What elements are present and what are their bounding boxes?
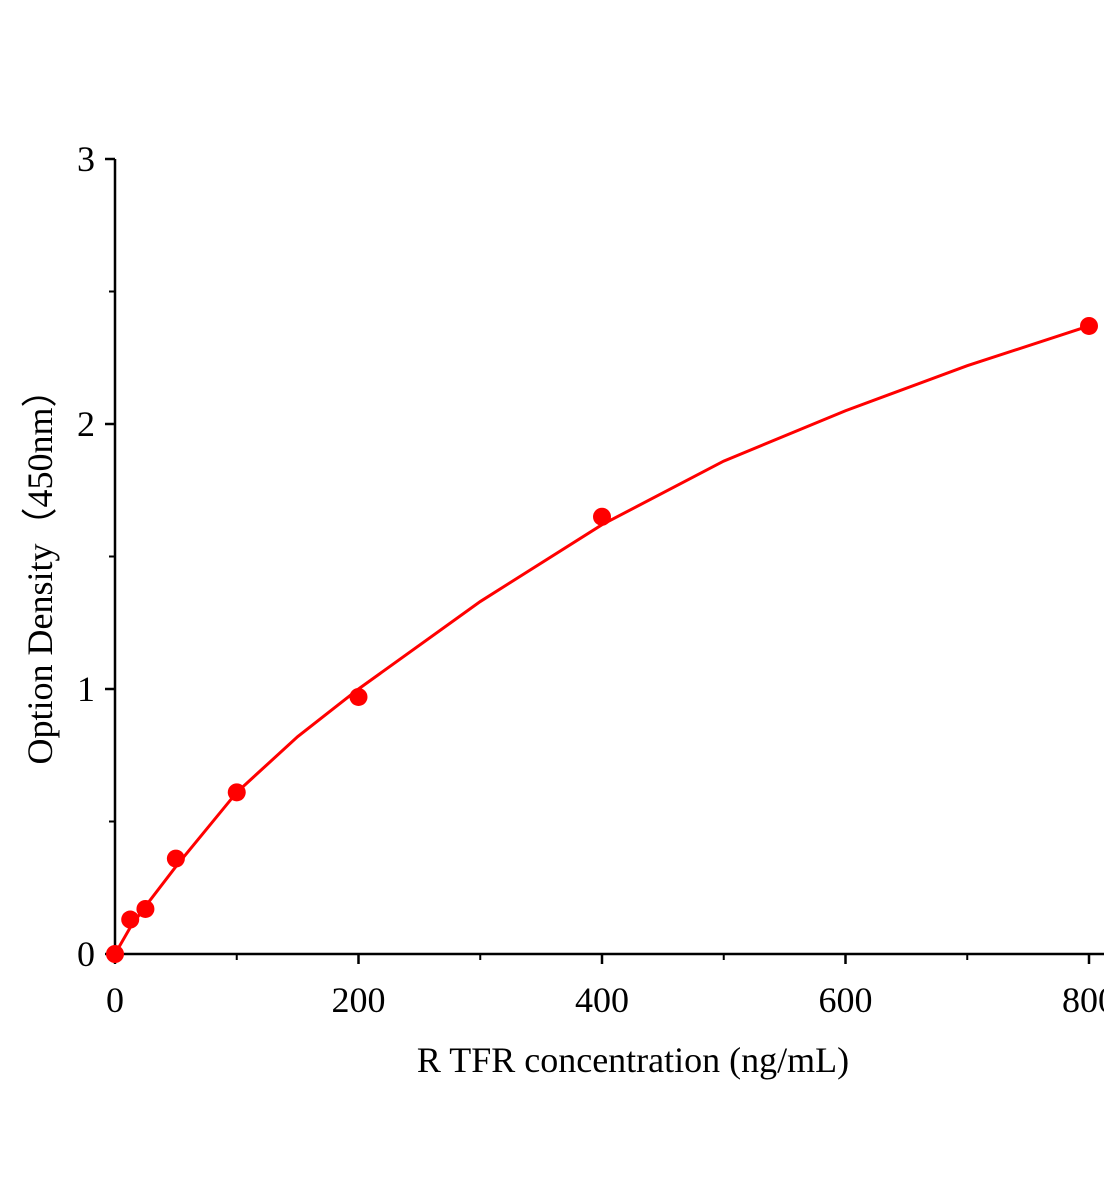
x-tick-label: 0 [106,980,124,1020]
x-axis-label: R TFR concentration (ng/mL) [417,1040,849,1080]
x-tick-label: 600 [819,980,873,1020]
y-tick-label: 0 [77,934,95,974]
x-tick-label: 200 [332,980,386,1020]
y-axis-label: Option Density（450nm） [20,372,60,765]
fit-curve [113,324,1090,955]
x-tick-label: 400 [575,980,629,1020]
data-point [121,910,140,929]
x-tick-label: 800 [1062,980,1104,1020]
y-tick-label: 3 [77,139,95,179]
y-tick-label: 2 [77,404,95,444]
y-tick-label: 1 [77,669,95,709]
